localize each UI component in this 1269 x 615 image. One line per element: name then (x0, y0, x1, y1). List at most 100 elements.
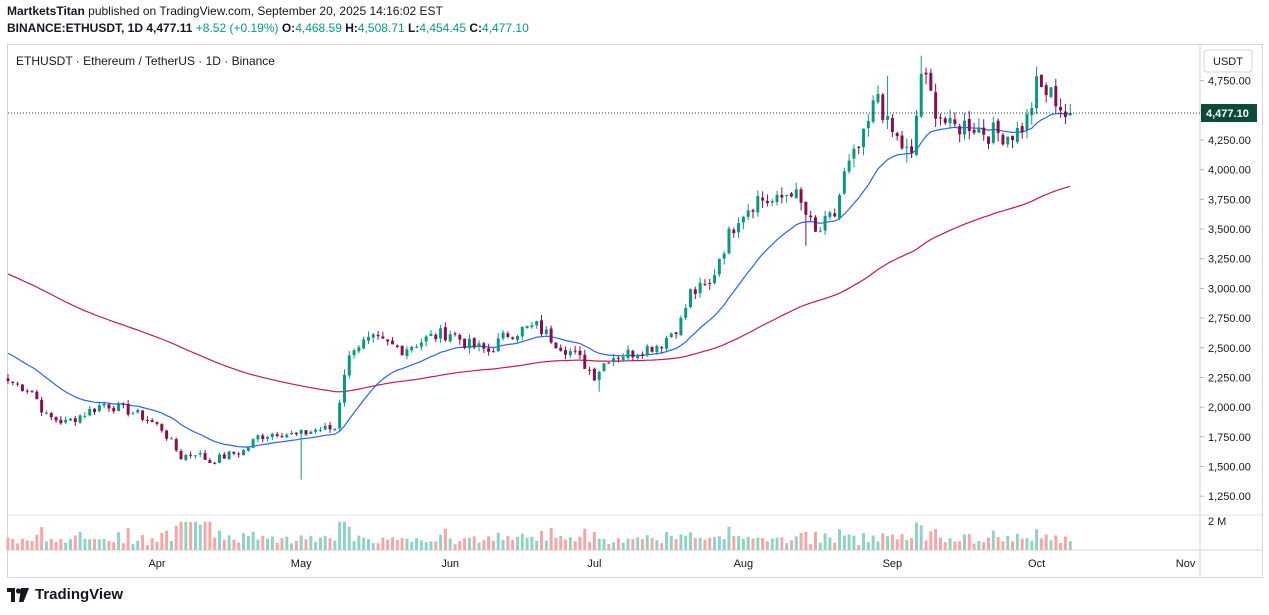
volume-bar (732, 536, 736, 550)
volume-bar (540, 531, 544, 550)
candle-body (842, 171, 846, 194)
candle-body (184, 455, 188, 460)
volume-bar (919, 525, 923, 550)
volume-bar (44, 541, 48, 550)
volume-bar (679, 534, 683, 550)
volume-bar (304, 539, 308, 550)
volume-bar (948, 538, 952, 550)
volume-bar (636, 537, 640, 550)
footer-brand[interactable]: TradingView (7, 586, 123, 603)
candle-body (972, 129, 976, 133)
volume-bar (511, 539, 515, 550)
candle-body (54, 417, 58, 421)
y-tick-label: 2,000.00 (1208, 402, 1251, 414)
candle-body (804, 202, 808, 215)
volume-bar (833, 542, 837, 550)
candle-body (126, 403, 130, 415)
chart-frame[interactable] (7, 44, 1263, 578)
candle-body (761, 197, 765, 201)
candle-body (261, 435, 265, 440)
candle-body (1049, 87, 1053, 97)
volume-bar (751, 538, 755, 550)
candle-body (155, 422, 159, 424)
candle-body (458, 335, 462, 340)
volume-bar (809, 544, 813, 550)
candle-body (482, 343, 486, 349)
volume-bar (982, 542, 986, 550)
candle-body (818, 230, 822, 232)
volume-bar (73, 535, 77, 550)
volume-bar (838, 529, 842, 550)
volume-bar (559, 535, 563, 550)
candle-body (208, 460, 212, 463)
volume-bar (184, 521, 188, 550)
volume-bar (338, 521, 342, 550)
volume-bar (256, 539, 260, 550)
volume-bar (448, 538, 452, 550)
volume-bar (410, 541, 414, 550)
candle-body (424, 336, 428, 342)
volume-bar (713, 537, 717, 550)
candle-body (93, 408, 97, 412)
candle-body (530, 325, 534, 327)
candle-body (943, 118, 947, 123)
volume-bar (972, 543, 976, 550)
candle-body (535, 321, 539, 326)
volume-bar (1049, 540, 1053, 550)
volume-bar (530, 536, 534, 550)
candle-body (756, 196, 760, 213)
publisher-name[interactable]: MartketsTitan (7, 4, 85, 18)
candle-body (684, 308, 688, 318)
candle-body (97, 405, 101, 412)
volume-bar (650, 538, 654, 550)
volume-bar (35, 534, 39, 550)
candle-body (564, 350, 568, 355)
candle-body (496, 338, 500, 352)
volume-bar (362, 537, 366, 550)
close-label: C: (469, 21, 483, 35)
candle-body (64, 419, 68, 423)
volume-bar (242, 533, 246, 550)
volume-bar (126, 528, 130, 550)
volume-bar (573, 541, 577, 550)
candle-body (49, 413, 53, 418)
candle-body (1039, 74, 1043, 88)
candle-body (573, 350, 577, 352)
volume-bar (179, 521, 183, 550)
candle-body (794, 189, 798, 199)
volume-bar (727, 526, 731, 550)
high-label: H: (345, 21, 358, 35)
candle-body (347, 355, 351, 376)
candle-body (169, 438, 173, 440)
volume-bar (203, 521, 207, 550)
candle-body (929, 72, 933, 91)
volume-bar (83, 538, 87, 550)
close-value: 4,477.10 (482, 21, 529, 35)
candle-body (44, 412, 48, 414)
volume-bar (333, 540, 337, 550)
candle-body (1025, 114, 1029, 131)
candle-body (737, 223, 741, 233)
volume-bar (121, 543, 125, 550)
candle-body (583, 354, 587, 369)
volume-bar (597, 538, 601, 550)
volume-bar (352, 541, 356, 550)
candle-body (987, 136, 991, 144)
candle-body (636, 355, 640, 359)
candle-body (813, 217, 817, 232)
candle-body (895, 133, 899, 137)
candle-body (232, 452, 236, 454)
candle-body (914, 115, 918, 155)
currency-label[interactable]: USDT (1213, 56, 1243, 68)
volume-bar (684, 535, 688, 550)
volume-bar (756, 537, 760, 550)
volume-bar (386, 539, 390, 550)
candle-body (357, 347, 361, 352)
volume-bar (943, 542, 947, 550)
candle-body (405, 349, 409, 356)
volume-bar (996, 537, 1000, 550)
currency-button[interactable] (1203, 49, 1253, 73)
volume-bar (97, 539, 101, 550)
volume-bar (794, 536, 798, 550)
